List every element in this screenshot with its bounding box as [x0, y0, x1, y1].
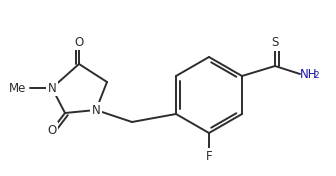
Text: F: F [206, 149, 212, 162]
Text: S: S [271, 36, 279, 49]
Text: N: N [92, 103, 100, 117]
Text: N: N [48, 81, 56, 95]
Text: 2: 2 [313, 71, 319, 80]
Text: Me: Me [9, 81, 26, 95]
Text: O: O [47, 124, 57, 137]
Text: NH: NH [300, 68, 318, 80]
Text: O: O [74, 36, 84, 49]
